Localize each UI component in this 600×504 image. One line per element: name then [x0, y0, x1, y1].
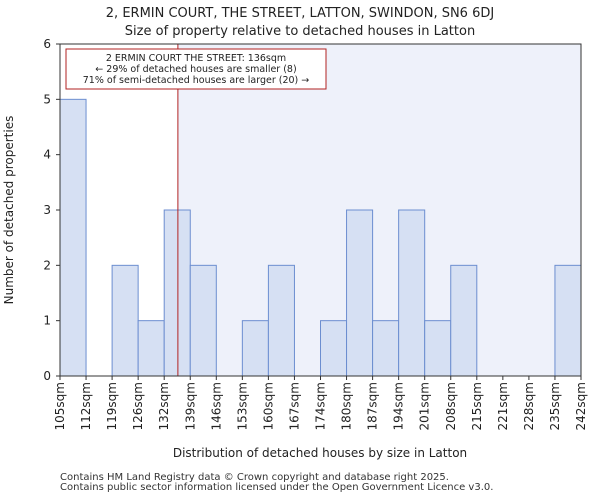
- x-tick-label-180sqm: 180sqm: [340, 382, 354, 430]
- footer-line-1: Contains HM Land Registry data © Crown c…: [60, 472, 449, 483]
- x-tick-label-153sqm: 153sqm: [235, 382, 249, 430]
- y-tick-label: 6: [43, 37, 51, 51]
- bar-160sqm: [267, 264, 295, 377]
- x-tick-label-132sqm: 132sqm: [157, 382, 171, 430]
- y-tick-label: 4: [43, 148, 51, 162]
- y-tick-label: 0: [43, 369, 51, 383]
- annotation-line-1: 2 ERMIN COURT THE STREET: 136sqm: [106, 53, 286, 64]
- x-tick-label-119sqm: 119sqm: [105, 382, 119, 430]
- x-tick-label-139sqm: 139sqm: [183, 382, 197, 430]
- y-tick-label: 2: [43, 258, 51, 272]
- bar-194sqm: [398, 209, 426, 377]
- x-tick-label-187sqm: 187sqm: [366, 382, 380, 430]
- bar-105sqm: [59, 98, 87, 377]
- x-tick-label-235sqm: 235sqm: [548, 382, 562, 430]
- bar-180sqm: [346, 209, 374, 377]
- footer-line-2: Contains public sector information licen…: [60, 482, 494, 493]
- annotation-box: 2 ERMIN COURT THE STREET: 136sqm ← 29% o…: [65, 48, 327, 90]
- y-tick-label: 3: [43, 203, 51, 217]
- x-axis-label: Distribution of detached houses by size …: [173, 446, 467, 460]
- x-tick-label-242sqm: 242sqm: [574, 382, 588, 430]
- x-tick-label-228sqm: 228sqm: [522, 382, 536, 430]
- chart-subtitle: Size of property relative to detached ho…: [125, 24, 475, 39]
- bar-153sqm: [241, 320, 269, 377]
- x-tick-label-221sqm: 221sqm: [496, 382, 510, 430]
- bar-208sqm: [450, 264, 478, 377]
- y-tick-label: 5: [43, 92, 51, 106]
- x-tick-label-174sqm: 174sqm: [314, 382, 328, 430]
- bar-139sqm: [189, 264, 217, 377]
- bar-119sqm: [111, 264, 139, 377]
- annotation-frame: [65, 48, 327, 90]
- x-tick-label-126sqm: 126sqm: [131, 382, 145, 430]
- bar-235sqm: [554, 264, 582, 377]
- chart-title: 2, ERMIN COURT, THE STREET, LATTON, SWIN…: [106, 6, 494, 21]
- x-tick-label-146sqm: 146sqm: [209, 382, 223, 430]
- x-tick-label-160sqm: 160sqm: [261, 382, 275, 430]
- bar-174sqm: [320, 320, 348, 377]
- x-tick-label-112sqm: 112sqm: [79, 382, 93, 430]
- bar-201sqm: [424, 320, 452, 377]
- bar-126sqm: [137, 320, 165, 377]
- bar-132sqm: [163, 209, 191, 377]
- annotation-line-2: ← 29% of detached houses are smaller (8): [95, 64, 296, 75]
- x-tick-label-201sqm: 201sqm: [418, 382, 432, 430]
- bar-187sqm: [372, 320, 400, 377]
- x-tick-label-194sqm: 194sqm: [392, 382, 406, 430]
- x-tick-label-215sqm: 215sqm: [470, 382, 484, 430]
- x-tick-label-167sqm: 167sqm: [287, 382, 301, 430]
- annotation-line-3: 71% of semi-detached houses are larger (…: [83, 75, 310, 86]
- y-tick-label: 1: [43, 314, 51, 328]
- x-tick-label-105sqm: 105sqm: [53, 382, 67, 430]
- footer: Contains HM Land Registry data © Crown c…: [60, 473, 493, 493]
- y-axis-label: Number of detached properties: [2, 116, 16, 305]
- x-tick-label-208sqm: 208sqm: [444, 382, 458, 430]
